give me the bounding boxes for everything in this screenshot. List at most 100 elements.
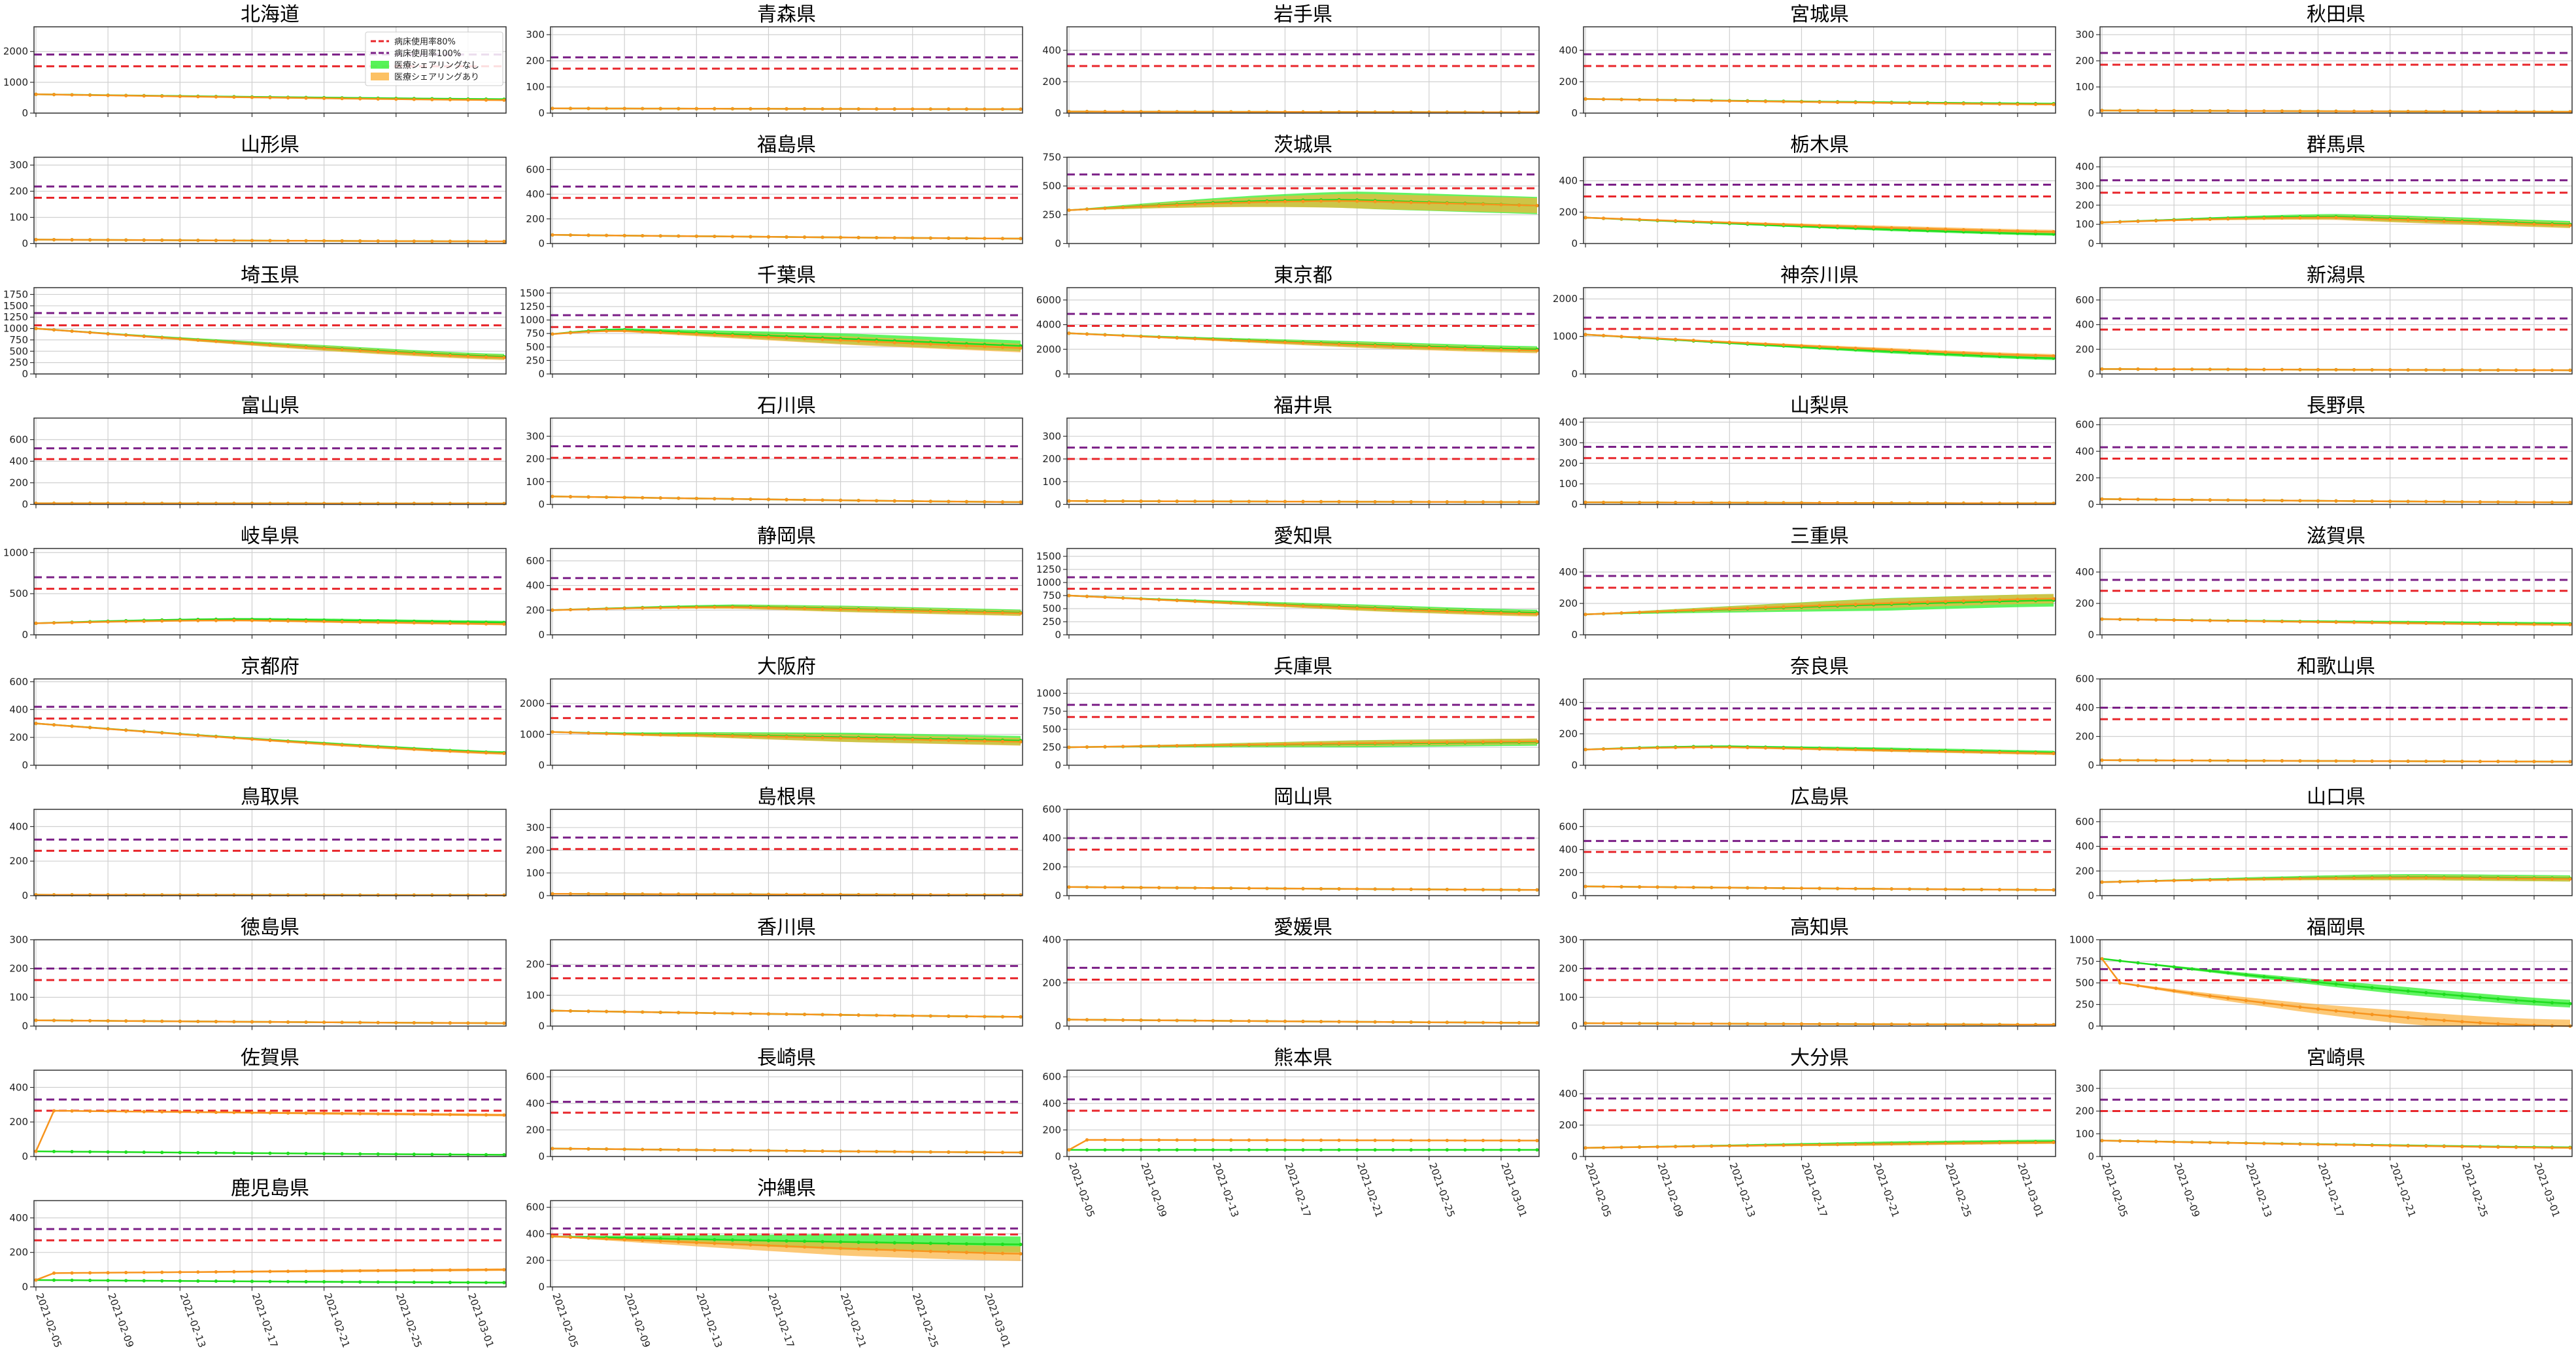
- point-sharing: [232, 95, 236, 99]
- legend-swatch-band_sharing: [371, 73, 389, 80]
- plot-frame: [550, 939, 1023, 1027]
- point-sharing: [677, 331, 681, 335]
- point-sharing: [1944, 1022, 1948, 1026]
- point-sharing: [1283, 886, 1287, 890]
- point-sharing: [1638, 500, 1642, 505]
- point-sharing: [694, 234, 698, 238]
- point-sharing: [88, 726, 92, 730]
- point-sharing: [1499, 1021, 1503, 1024]
- y-tick-label: 200: [1559, 207, 1578, 218]
- point-sharing: [802, 235, 807, 239]
- point-sharing: [1727, 607, 1731, 611]
- point-sharing: [1463, 888, 1467, 892]
- point-sharing: [1157, 1019, 1161, 1022]
- point-sharing: [196, 734, 200, 737]
- point-sharing: [677, 1011, 681, 1015]
- point-sharing: [605, 233, 609, 237]
- point-sharing: [394, 97, 398, 101]
- point-sharing: [2316, 109, 2320, 113]
- y-tick-label: 300: [526, 822, 545, 834]
- point-sharing: [124, 238, 128, 242]
- point-sharing: [2033, 1140, 2038, 1145]
- point-sharing: [928, 609, 932, 613]
- point-no-sharing: [964, 1242, 968, 1246]
- y-tick-label: 2000: [1553, 293, 1578, 305]
- y-tick-label: 200: [9, 855, 28, 867]
- point-sharing: [1427, 500, 1431, 504]
- point-sharing: [1638, 218, 1642, 222]
- plot-frame: [1066, 1070, 1540, 1157]
- point-sharing: [2298, 499, 2302, 503]
- point-sharing: [448, 749, 452, 753]
- point-sharing: [1872, 1022, 1876, 1026]
- point-sharing: [875, 608, 879, 612]
- point-sharing: [1229, 601, 1233, 605]
- y-tick-label: 400: [1042, 1098, 1061, 1109]
- point-no-sharing: [1409, 1148, 1413, 1152]
- point-sharing: [196, 1019, 200, 1024]
- point-sharing: [394, 1112, 398, 1116]
- point-sharing: [983, 345, 987, 348]
- y-tick-label: 0: [22, 1281, 28, 1293]
- plot-frame: [1066, 809, 1540, 896]
- point-sharing: [1085, 110, 1089, 114]
- point-sharing: [1782, 605, 1786, 609]
- point-sharing: [2370, 217, 2374, 221]
- y-tick-label: 400: [2075, 702, 2094, 714]
- point-sharing: [2478, 1021, 2482, 1025]
- x-tick-label: 2021-02-21: [322, 1292, 352, 1349]
- point-sharing: [1535, 1021, 1539, 1025]
- point-sharing: [268, 618, 272, 623]
- point-sharing: [2298, 620, 2302, 624]
- point-sharing: [70, 1109, 74, 1113]
- point-sharing: [2262, 367, 2266, 371]
- point-sharing: [376, 620, 380, 624]
- point-sharing: [2442, 109, 2446, 114]
- point-sharing: [1710, 885, 1714, 890]
- point-sharing: [466, 1268, 470, 1272]
- point-sharing: [2406, 218, 2410, 222]
- point-sharing: [178, 732, 182, 736]
- point-sharing: [1691, 99, 1695, 103]
- point-no-sharing: [1355, 1148, 1359, 1152]
- point-sharing: [412, 352, 416, 356]
- point-sharing: [1727, 1144, 1731, 1148]
- point-sharing: [1103, 745, 1107, 749]
- point-sharing: [106, 332, 110, 336]
- point-sharing: [214, 1270, 218, 1274]
- plot-frame: [33, 26, 507, 114]
- point-sharing: [1211, 201, 1215, 205]
- point-sharing: [2280, 1003, 2284, 1007]
- point-sharing: [1782, 746, 1786, 751]
- panel-title: 広島県: [1790, 786, 1849, 809]
- point-sharing: [1067, 499, 1071, 503]
- y-tick-label: 400: [1042, 44, 1061, 56]
- point-sharing: [2406, 621, 2410, 625]
- point-sharing: [821, 235, 824, 239]
- point-sharing: [1301, 1138, 1305, 1142]
- point-no-sharing: [106, 1279, 110, 1283]
- point-sharing: [466, 622, 470, 626]
- point-sharing: [2100, 109, 2104, 112]
- point-sharing: [2424, 1144, 2428, 1148]
- point-sharing: [1710, 1022, 1714, 1026]
- point-sharing: [641, 496, 645, 499]
- point-sharing: [1835, 886, 1840, 890]
- point-sharing: [1782, 1143, 1786, 1147]
- point-sharing: [1818, 1143, 1822, 1147]
- panel-title: 徳島県: [241, 917, 299, 939]
- point-sharing: [1890, 887, 1893, 891]
- point-sharing: [1944, 599, 1948, 603]
- point-sharing: [677, 1240, 681, 1244]
- point-sharing: [124, 728, 128, 732]
- point-sharing: [394, 620, 398, 624]
- point-sharing: [2208, 498, 2212, 502]
- point-sharing: [2226, 996, 2230, 1000]
- point-sharing: [1000, 345, 1005, 349]
- point-sharing: [2190, 878, 2194, 883]
- point-no-sharing: [2478, 996, 2482, 1000]
